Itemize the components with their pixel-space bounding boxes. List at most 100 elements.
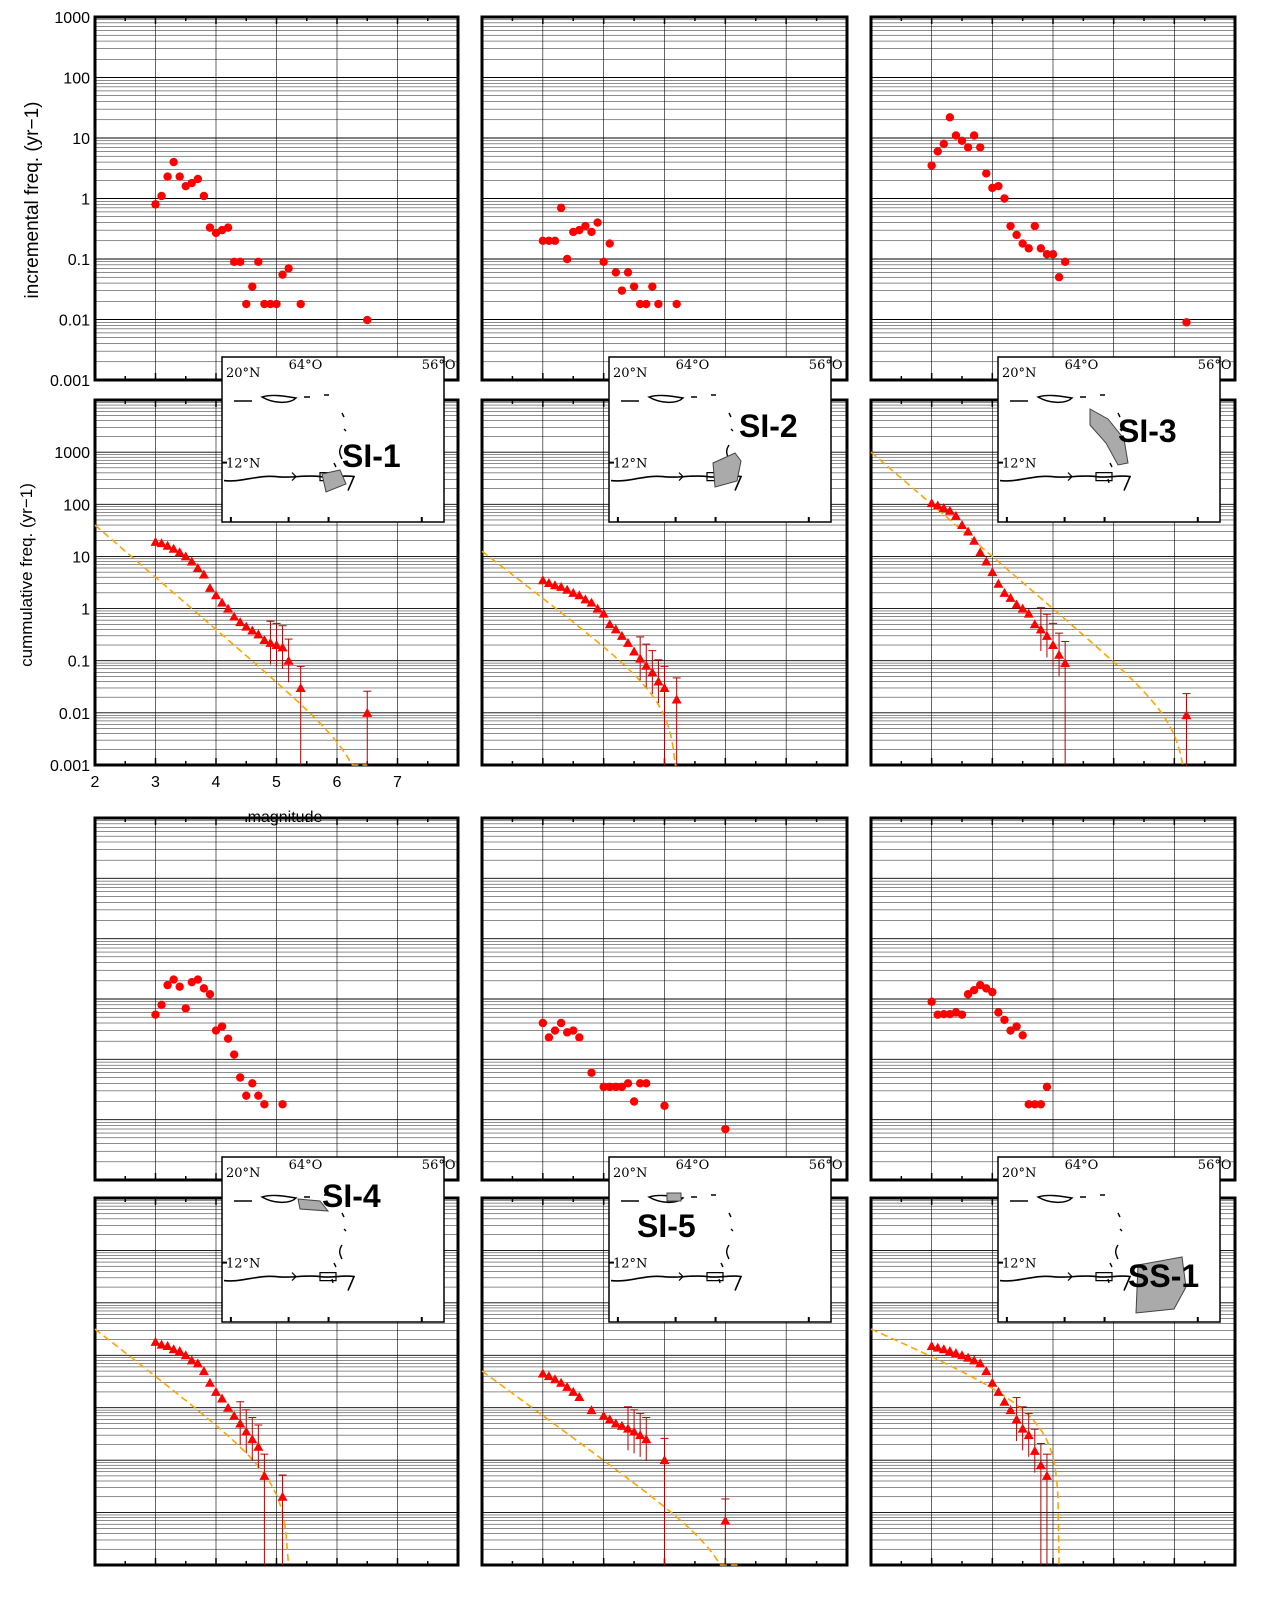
data-triangle: [556, 1377, 567, 1387]
data-point: [248, 282, 257, 291]
map-trinidad: [1067, 1272, 1113, 1282]
y-tick-label: 100: [63, 497, 90, 514]
data-triangle: [653, 676, 664, 686]
data-point: [1024, 244, 1033, 253]
data-triangle: [932, 500, 943, 510]
data-point: [229, 1050, 239, 1059]
map-greater-antilles: [234, 394, 329, 404]
map-trinidad: [678, 1272, 724, 1282]
data-point: [599, 1082, 608, 1092]
incremental-plot: [869, 15, 1237, 382]
inset-map: 20°N 12°N 64°O 56°O SI-4: [221, 1156, 456, 1323]
data-triangle: [168, 543, 179, 553]
data-triangle: [550, 1374, 560, 1384]
data-point: [593, 218, 602, 227]
data-triangle: [1060, 658, 1071, 668]
data-triangle: [198, 569, 209, 579]
data-triangle: [223, 1402, 234, 1412]
data-triangle: [574, 590, 585, 600]
gr-fit-curve: [481, 1370, 738, 1566]
y-tick-label: 1000: [54, 10, 90, 27]
data-point: [169, 975, 178, 984]
inset-map-frame: [608, 356, 832, 523]
map-lon-east: 56°O: [809, 358, 843, 373]
data-point: [1024, 1100, 1033, 1109]
data-point: [587, 1068, 596, 1077]
data-point: [236, 257, 245, 266]
data-point: [963, 143, 973, 152]
panel-ss-1: 20°N 12°N 64°O 56°O SS-1: [869, 816, 1237, 1567]
data-point: [605, 1082, 614, 1092]
map-lat-north: 20°N: [1002, 1166, 1036, 1181]
map-lesser-antilles: [718, 412, 734, 484]
data-point: [994, 181, 1003, 191]
x-tick-label: 6: [333, 774, 342, 791]
data-triangle: [610, 1418, 621, 1428]
data-triangle: [950, 1348, 961, 1358]
data-triangle: [1029, 1445, 1040, 1455]
gr-fit-curve: [870, 451, 1187, 766]
data-triangle: [981, 556, 992, 566]
inset-map-frame: [997, 356, 1221, 523]
data-point: [587, 227, 596, 237]
data-point: [599, 257, 608, 266]
data-triangle: [174, 547, 185, 557]
data-point: [642, 1079, 651, 1088]
data-point: [635, 299, 645, 309]
data-point: [248, 1079, 257, 1088]
inset-map-frame: [608, 1156, 832, 1323]
data-triangle: [277, 642, 288, 652]
seismic-zone-shape: [666, 1192, 682, 1202]
data-triangle: [241, 621, 252, 631]
y-tick-label: 0.01: [59, 706, 90, 723]
inset-map: 20°N 12°N 64°O 56°O SI-2: [608, 356, 843, 523]
data-triangle: [217, 597, 228, 607]
data-triangle: [253, 1441, 264, 1451]
data-point: [260, 1100, 269, 1109]
map-south-america-coast: [999, 475, 1132, 491]
data-triangle: [635, 653, 646, 663]
data-point: [1030, 1100, 1040, 1109]
y-tick-label: 100: [63, 71, 90, 88]
data-triangle: [647, 667, 658, 677]
map-lon-west: 64°O: [289, 358, 323, 373]
map-lat-north: 20°N: [613, 366, 647, 381]
data-point: [550, 1026, 560, 1035]
data-point: [157, 1000, 166, 1010]
x-tick-label: 7: [393, 774, 402, 791]
data-triangle: [999, 587, 1010, 597]
data-point: [223, 223, 233, 232]
data-point: [193, 174, 203, 184]
y-tick-label: 0.01: [59, 313, 90, 330]
x-tick-label: 4: [212, 774, 221, 791]
data-point: [969, 131, 979, 140]
data-point: [611, 1082, 621, 1092]
data-point: [169, 157, 178, 167]
map-lon-west: 64°O: [1065, 358, 1099, 373]
x-tick-label: 2: [91, 774, 100, 791]
data-point: [175, 172, 184, 181]
data-triangle: [217, 1393, 228, 1403]
data-triangle: [993, 578, 1004, 588]
map-lat-north: 20°N: [226, 366, 260, 381]
data-point: [151, 1010, 160, 1019]
map-lesser-antilles: [718, 1212, 734, 1284]
data-point: [672, 299, 681, 309]
data-triangle: [265, 637, 276, 647]
data-point: [982, 169, 991, 178]
map-greater-antilles: [621, 394, 716, 404]
data-point: [1182, 318, 1191, 327]
data-triangle: [580, 594, 591, 604]
map-greater-antilles: [1010, 1194, 1105, 1204]
data-point: [242, 1091, 251, 1100]
data-point: [562, 254, 572, 264]
zone-label: SI-3: [1118, 413, 1177, 449]
data-point: [260, 299, 269, 309]
data-point: [1054, 273, 1064, 282]
data-triangle: [629, 1426, 640, 1436]
ylabel-incremental: incremental freq. (yr−1): [22, 102, 43, 299]
seismic-zone-shape: [1089, 408, 1129, 466]
data-point: [1012, 1022, 1021, 1031]
map-lat-north: 20°N: [613, 1166, 647, 1181]
